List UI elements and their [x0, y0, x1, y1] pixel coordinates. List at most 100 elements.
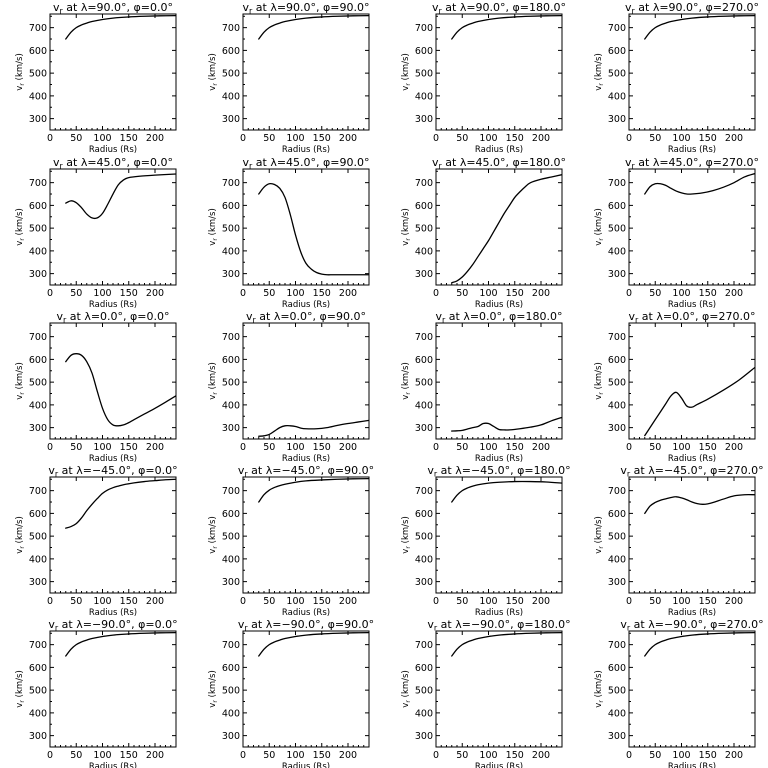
y-tick-label: 700 [608, 640, 626, 651]
plot-frame [49, 476, 177, 594]
x-tick-label: 0 [47, 750, 53, 761]
y-tick-label: 600 [222, 201, 240, 212]
plot-frame [49, 13, 177, 131]
panel: vr at λ=0.0°, φ=180.0° 0 50 100 150 200 300 400… [401, 310, 563, 464]
x-tick-label: 150 [120, 596, 138, 607]
y-tick-label: 600 [608, 46, 626, 57]
plot-frame [435, 322, 563, 440]
x-tick-label: 200 [339, 750, 357, 761]
plot-frame [49, 322, 177, 440]
x-tick-label: 100 [286, 442, 304, 453]
x-axis-label: Radius (Rs) [475, 608, 523, 618]
y-tick-label: 400 [222, 246, 240, 257]
plot-frame [435, 13, 563, 131]
y-tick-label: 400 [608, 91, 626, 102]
y-tick-label: 400 [415, 400, 433, 411]
y-tick-label: 600 [608, 663, 626, 674]
y-tick-label: 300 [222, 114, 240, 125]
y-tick-label: 700 [222, 332, 240, 343]
y-tick-label: 600 [29, 509, 47, 520]
y-tick-label: 500 [29, 224, 47, 235]
x-axis-label: Radius (Rs) [89, 300, 137, 310]
y-tick-label: 700 [29, 486, 47, 497]
plot-frame [628, 476, 756, 594]
x-tick-label: 50 [649, 133, 661, 144]
x-tick-label: 100 [672, 750, 690, 761]
panel: vr at λ=0.0°, φ=90.0° 0 50 100 150 200 300 400 5… [208, 310, 370, 464]
panel-title: vr at λ=45.0°, φ=0.0° [53, 156, 173, 171]
x-tick-label: 0 [626, 288, 632, 299]
panel: vr at λ=90.0°, φ=0.0° 0 50 100 150 200 300 400 5… [15, 1, 177, 155]
panel-title: vr at λ=0.0°, φ=0.0° [56, 310, 169, 325]
y-tick-label: 500 [608, 69, 626, 80]
panel: vr at λ=45.0°, φ=180.0° 0 50 100 150 200 300 40… [401, 156, 566, 310]
x-tick-label: 100 [479, 750, 497, 761]
y-tick-label: 300 [222, 269, 240, 280]
x-tick-label: 200 [725, 750, 743, 761]
x-tick-label: 50 [456, 750, 468, 761]
x-tick-label: 150 [313, 442, 331, 453]
y-tick-label: 400 [415, 246, 433, 257]
series-line [644, 366, 755, 437]
x-tick-label: 50 [70, 750, 82, 761]
x-tick-label: 200 [532, 288, 550, 299]
x-tick-label: 100 [672, 596, 690, 607]
y-tick-label: 600 [29, 201, 47, 212]
panel-title: vr at λ=−90.0°, φ=0.0° [48, 618, 177, 633]
y-tick-label: 300 [222, 731, 240, 742]
y-tick-label: 300 [29, 269, 47, 280]
x-axis-label: Radius (Rs) [282, 454, 330, 464]
y-tick-label: 500 [608, 224, 626, 235]
x-tick-label: 200 [725, 133, 743, 144]
plot-frame [628, 630, 756, 748]
panel: vr at λ=−45.0°, φ=90.0° 0 50 100 150 200 300 40… [208, 464, 374, 618]
series-line [258, 14, 369, 40]
y-axis-label: vr (km/s) [401, 208, 412, 246]
series-line [65, 478, 176, 529]
x-tick-label: 50 [649, 442, 661, 453]
x-tick-label: 150 [506, 596, 524, 607]
x-axis-label: Radius (Rs) [475, 145, 523, 155]
x-tick-label: 200 [339, 288, 357, 299]
x-tick-label: 50 [456, 596, 468, 607]
panel-title: vr at λ=90.0°, φ=0.0° [53, 1, 173, 16]
x-tick-label: 200 [725, 596, 743, 607]
x-tick-label: 200 [146, 596, 164, 607]
x-tick-label: 200 [532, 750, 550, 761]
y-tick-label: 300 [29, 731, 47, 742]
y-tick-label: 500 [222, 224, 240, 235]
x-tick-label: 0 [47, 442, 53, 453]
x-tick-label: 50 [263, 133, 275, 144]
x-tick-label: 100 [93, 442, 111, 453]
y-axis-label: vr (km/s) [15, 208, 26, 246]
y-axis-label: vr (km/s) [594, 53, 605, 91]
x-tick-label: 200 [339, 442, 357, 453]
panel-title: vr at λ=45.0°, φ=180.0° [432, 156, 566, 171]
y-tick-label: 700 [415, 178, 433, 189]
y-tick-label: 500 [415, 532, 433, 543]
x-axis-label: Radius (Rs) [282, 608, 330, 618]
y-tick-label: 300 [415, 731, 433, 742]
x-axis-label: Radius (Rs) [89, 145, 137, 155]
y-axis-label: vr (km/s) [401, 53, 412, 91]
panel-title: vr at λ=−45.0°, φ=90.0° [238, 464, 374, 479]
plot-frame [49, 168, 177, 286]
y-tick-label: 400 [608, 400, 626, 411]
plot-frame [628, 322, 756, 440]
y-tick-label: 400 [222, 708, 240, 719]
x-axis-label: Radius (Rs) [282, 300, 330, 310]
x-tick-label: 0 [240, 442, 246, 453]
y-tick-label: 700 [608, 332, 626, 343]
plot-frame [242, 13, 370, 131]
x-tick-label: 100 [93, 750, 111, 761]
y-axis-label: vr (km/s) [594, 516, 605, 554]
y-tick-label: 600 [222, 355, 240, 366]
x-tick-label: 200 [532, 596, 550, 607]
x-tick-label: 0 [240, 288, 246, 299]
x-tick-label: 200 [532, 442, 550, 453]
panel-title: vr at λ=45.0°, φ=90.0° [242, 156, 369, 171]
panel-title: vr at λ=−90.0°, φ=90.0° [238, 618, 374, 633]
x-tick-label: 50 [456, 133, 468, 144]
panel: vr at λ=−90.0°, φ=180.0° 0 50 100 150 200 300 4… [401, 618, 571, 768]
y-tick-label: 700 [222, 640, 240, 651]
